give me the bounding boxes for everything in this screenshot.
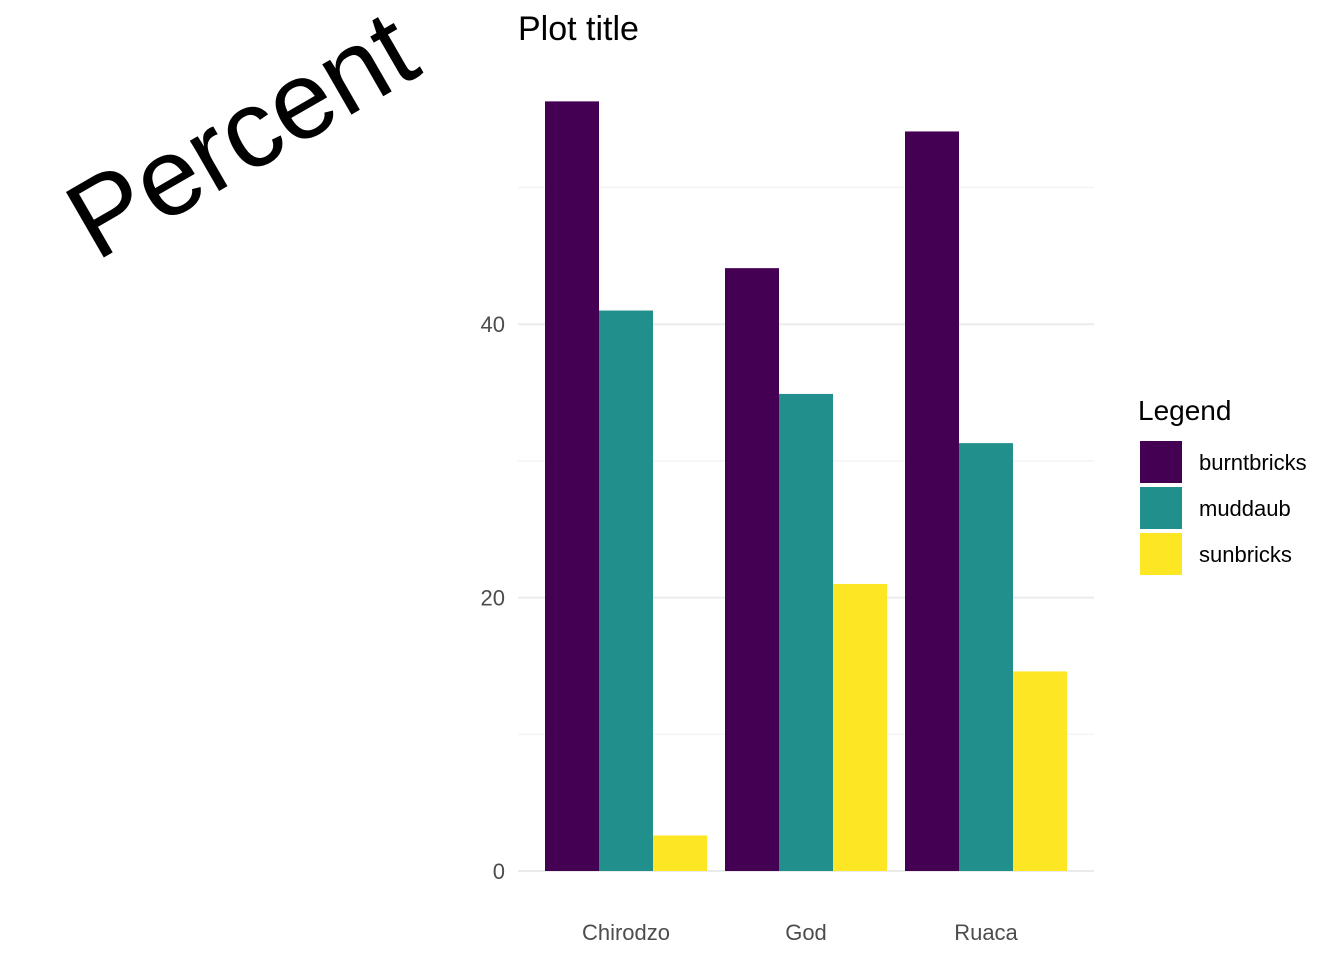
legend: Legend burntbricks muddaub sunbricks: [1138, 395, 1307, 575]
bar-muddaub-god: [779, 393, 833, 871]
y-axis-ticks: 0 20 40: [481, 312, 505, 884]
legend-swatch-burntbricks: [1140, 441, 1182, 483]
legend-swatch-muddaub: [1140, 487, 1182, 529]
bar-burntbricks-ruaca: [905, 131, 959, 871]
bar-muddaub-ruaca: [959, 443, 1013, 871]
bar-burntbricks-god: [725, 268, 779, 871]
legend-label-sunbricks: sunbricks: [1199, 542, 1292, 567]
bars: [545, 101, 1067, 871]
plot-title: Plot title: [518, 10, 639, 48]
legend-swatch-sunbricks: [1140, 533, 1182, 575]
bar-sunbricks-chirodzo: [653, 835, 707, 871]
y-tick-label: 40: [481, 312, 505, 337]
legend-title: Legend: [1138, 395, 1231, 426]
bar-burntbricks-chirodzo: [545, 101, 599, 871]
bar-sunbricks-ruaca: [1013, 671, 1067, 871]
y-tick-label: 0: [493, 859, 505, 884]
y-tick-label: 20: [481, 586, 505, 611]
legend-label-muddaub: muddaub: [1199, 496, 1291, 521]
x-tick-label: God: [785, 920, 827, 945]
legend-items: burntbricks muddaub sunbricks: [1140, 441, 1307, 575]
x-tick-label: Ruaca: [954, 920, 1018, 945]
bar-muddaub-chirodzo: [599, 310, 653, 871]
bar-sunbricks-god: [833, 583, 887, 871]
x-axis-ticks: Chirodzo God Ruaca: [582, 920, 1019, 945]
y-axis-label: Percent: [47, 0, 437, 283]
legend-label-burntbricks: burntbricks: [1199, 450, 1307, 475]
x-tick-label: Chirodzo: [582, 920, 670, 945]
